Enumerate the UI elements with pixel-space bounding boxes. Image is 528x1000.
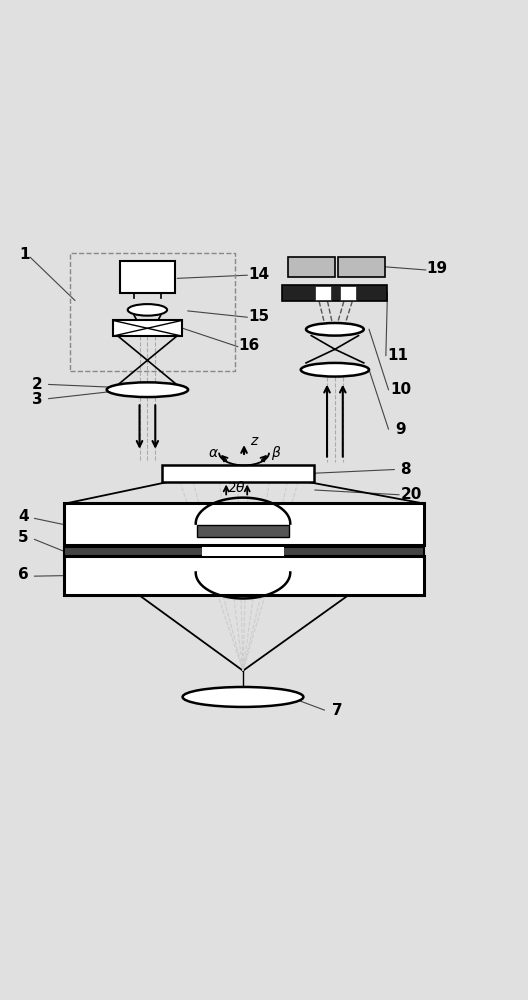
Text: $\alpha$: $\alpha$: [209, 446, 219, 460]
Bar: [288, 257, 335, 277]
Text: z: z: [250, 434, 258, 448]
Text: 14: 14: [248, 267, 269, 282]
Ellipse shape: [183, 687, 304, 707]
Bar: [113, 320, 182, 336]
Text: $\beta$: $\beta$: [271, 444, 282, 462]
Bar: [337, 257, 385, 277]
Text: $2\theta$: $2\theta$: [227, 480, 246, 495]
Text: 11: 11: [388, 348, 409, 363]
Ellipse shape: [107, 382, 188, 397]
Bar: [64, 556, 424, 595]
Ellipse shape: [306, 323, 364, 336]
Bar: [202, 547, 284, 556]
Ellipse shape: [128, 304, 167, 316]
Ellipse shape: [301, 363, 369, 377]
Bar: [340, 286, 356, 300]
Text: 5: 5: [18, 530, 29, 545]
Text: 1: 1: [20, 247, 30, 262]
Bar: [282, 285, 388, 301]
Text: 15: 15: [248, 309, 269, 324]
Text: 8: 8: [401, 462, 411, 477]
Text: 4: 4: [18, 509, 29, 524]
Bar: [64, 503, 424, 545]
Text: 20: 20: [400, 487, 422, 502]
Bar: [70, 253, 235, 371]
Text: 6: 6: [18, 567, 29, 582]
Text: 9: 9: [395, 422, 406, 437]
Text: 7: 7: [332, 703, 343, 718]
Text: 19: 19: [427, 261, 448, 276]
Bar: [315, 286, 331, 300]
Text: 2: 2: [32, 377, 42, 392]
Bar: [119, 261, 175, 293]
Text: 10: 10: [390, 382, 411, 397]
Text: 3: 3: [32, 392, 42, 407]
Bar: [64, 547, 424, 556]
Bar: [197, 525, 289, 537]
Text: 16: 16: [239, 338, 260, 353]
Bar: [162, 465, 314, 482]
